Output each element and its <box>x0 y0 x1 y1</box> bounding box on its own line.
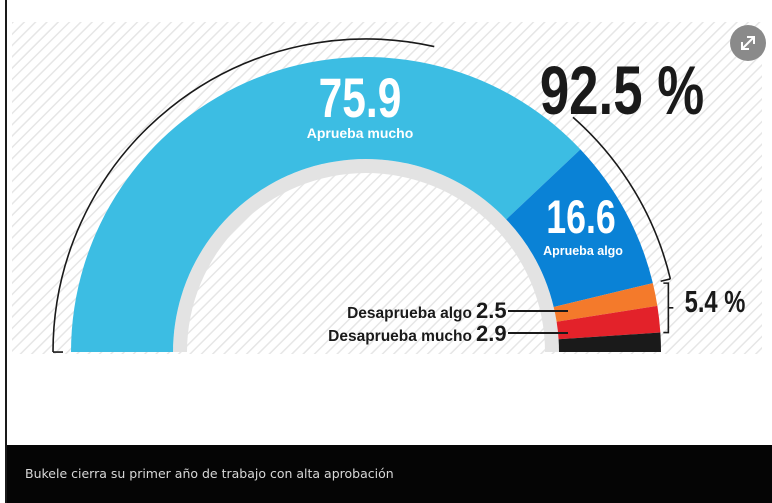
labels-layer: 92.5 % 5.4 % 75.9 Aprueba mucho 16.6 Apr… <box>307 52 746 346</box>
value-desaprueba-algo: 2.5 <box>476 298 507 323</box>
segment-aprueba-algo <box>506 149 653 307</box>
expand-button[interactable] <box>730 25 766 61</box>
caption-text: Bukele cierra su primer año de trabajo c… <box>25 466 394 481</box>
segment-desaprueba-algo <box>553 283 658 322</box>
approve-bracket-right <box>572 116 672 280</box>
label-aprueba-algo: Aprueba algo <box>543 244 623 258</box>
expand-icon <box>741 36 755 50</box>
group-disapprove-total: 5.4 % <box>685 284 746 318</box>
approve-bracket-tick-end <box>660 278 671 283</box>
approval-semicircle-chart: 92.5 % 5.4 % 75.9 Aprueba mucho 16.6 Apr… <box>12 22 762 354</box>
disapprove-bracket <box>663 282 674 334</box>
value-aprueba-mucho: 75.9 <box>319 66 402 129</box>
group-approve-total: 92.5 % <box>540 52 704 128</box>
segment-desaprueba-mucho <box>556 305 661 340</box>
segment-remainder <box>558 332 661 352</box>
label-aprueba-mucho: Aprueba mucho <box>307 125 414 141</box>
label-desaprueba-mucho: Desaprueba mucho <box>328 328 472 345</box>
value-aprueba-algo: 16.6 <box>546 190 615 243</box>
value-desaprueba-mucho: 2.9 <box>476 321 507 346</box>
segments-layer <box>71 56 661 353</box>
approve-bracket-left <box>52 38 435 353</box>
label-desaprueba-algo: Desaprueba algo <box>347 305 472 322</box>
brackets-layer <box>52 38 674 353</box>
segment-aprueba-mucho <box>71 56 581 353</box>
caption-bar: Bukele cierra su primer año de trabajo c… <box>7 445 772 503</box>
